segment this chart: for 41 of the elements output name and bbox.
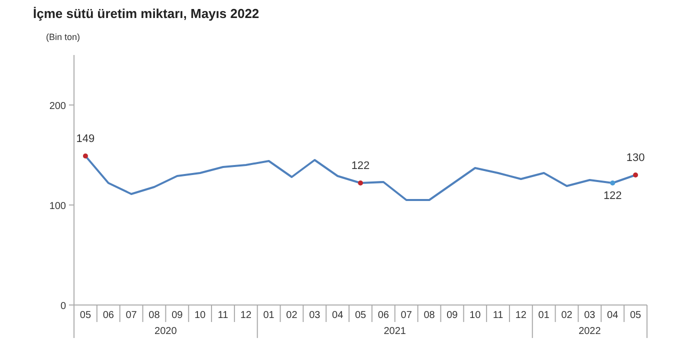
data-label: 122 — [603, 190, 622, 202]
x-tick-label: 07 — [126, 310, 138, 321]
y-axis-title: (Bin ton) — [46, 32, 80, 42]
x-tick-label: 10 — [194, 310, 206, 321]
x-tick-label: 05 — [630, 310, 642, 321]
x-tick-label: 11 — [492, 310, 504, 321]
point — [82, 154, 88, 158]
point — [633, 172, 638, 178]
x-tick-label: 05 — [80, 310, 92, 321]
x-tick-label: 01 — [263, 310, 275, 321]
x-tick-label: 03 — [584, 310, 596, 321]
data-label: 122 — [351, 160, 370, 172]
x-tick-label: 05 — [354, 310, 366, 321]
x-tick-label: 06 — [102, 310, 114, 321]
x-tick-label: 07 — [400, 310, 412, 321]
x-tick-label: 08 — [424, 310, 436, 321]
x-tick-label: 12 — [240, 310, 252, 321]
x-tick-label: 06 — [378, 310, 390, 321]
text: 2022 — [578, 326, 602, 337]
x-tick-label: 08 — [148, 310, 160, 321]
text: 2021 — [384, 326, 406, 337]
x-tick-label: 03 — [309, 310, 321, 321]
data-label: 149 — [76, 133, 95, 145]
point — [358, 180, 363, 186]
x-tick-label: 10 — [470, 310, 482, 321]
text: 2020 — [154, 326, 178, 337]
data-label: 130 — [626, 152, 645, 164]
y-tick-label: 100 — [49, 201, 66, 212]
x-tick-label: 09 — [446, 310, 458, 321]
x-tick-label: 02 — [286, 310, 298, 321]
chart-title: İçme sütü üretim miktarı, Mayıs 2022 — [33, 6, 260, 21]
x-tick-label: 01 — [538, 310, 550, 321]
x-tick-label: 12 — [515, 310, 527, 321]
x-tick-label: 04 — [607, 310, 619, 321]
y-tick-label: 200 — [49, 101, 66, 112]
point — [610, 180, 616, 186]
y-tick-label: 0 — [60, 301, 66, 312]
x-tick-label: 09 — [172, 310, 184, 321]
x-tick-label: 04 — [332, 310, 344, 321]
x-tick-label: 11 — [218, 310, 229, 321]
x-tick-label: 02 — [561, 310, 573, 321]
